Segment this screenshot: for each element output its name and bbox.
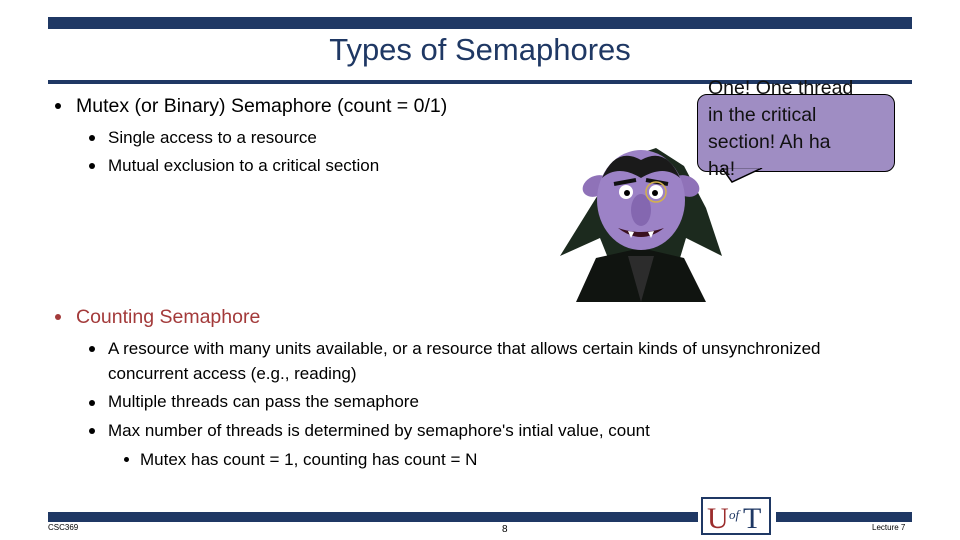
sub-bullet: Single access to a resource <box>108 128 317 147</box>
sub-bullet-continuation: concurrent access (e.g., reading) <box>108 364 357 383</box>
bullet-dot <box>89 346 95 352</box>
footer-lecture: Lecture 7 <box>872 523 906 532</box>
svg-text:U: U <box>707 502 729 535</box>
bullet-dot <box>55 314 61 320</box>
svg-text:T: T <box>743 502 761 535</box>
bubble-line: One! One thread <box>708 77 854 99</box>
speech-bubble-text: One! One thread in the critical section!… <box>708 75 888 183</box>
page-title: Types of Semaphores <box>329 32 631 67</box>
bullet-dot <box>124 457 129 462</box>
bullet-dot <box>55 103 61 109</box>
uoft-logo: U of T <box>701 497 771 535</box>
footer-page-number: 8 <box>502 524 508 535</box>
footer-course: CSC369 <box>48 523 79 532</box>
title-underline <box>48 80 912 84</box>
top-rule <box>48 17 912 29</box>
bullet-dot <box>89 428 95 434</box>
bullet-counting: Counting Semaphore <box>76 306 261 328</box>
sub-bullet: Max number of threads is determined by s… <box>108 421 650 440</box>
sub-sub-bullet: Mutex has count = 1, counting has count … <box>140 450 478 469</box>
sub-bullet: A resource with many units available, or… <box>108 339 821 358</box>
sub-bullet: Mutual exclusion to a critical section <box>108 156 380 175</box>
bullet-dot <box>89 400 95 406</box>
bullet-dot <box>89 163 95 169</box>
speech-bubble-tail <box>721 168 763 183</box>
count-puppet-image <box>560 148 722 302</box>
bubble-line: in the critical <box>708 104 817 126</box>
sub-bullet: Multiple threads can pass the semaphore <box>108 392 419 411</box>
bottom-rule-left <box>48 512 698 522</box>
svg-text:of: of <box>729 507 742 522</box>
speech-bubble <box>697 94 895 172</box>
bottom-rule-right <box>776 512 912 522</box>
bullet-mutex: Mutex (or Binary) Semaphore (count = 0/1… <box>76 95 448 117</box>
bullet-dot <box>89 135 95 141</box>
bubble-line: ha! <box>708 158 736 180</box>
bubble-line: section! Ah ha <box>708 131 831 153</box>
